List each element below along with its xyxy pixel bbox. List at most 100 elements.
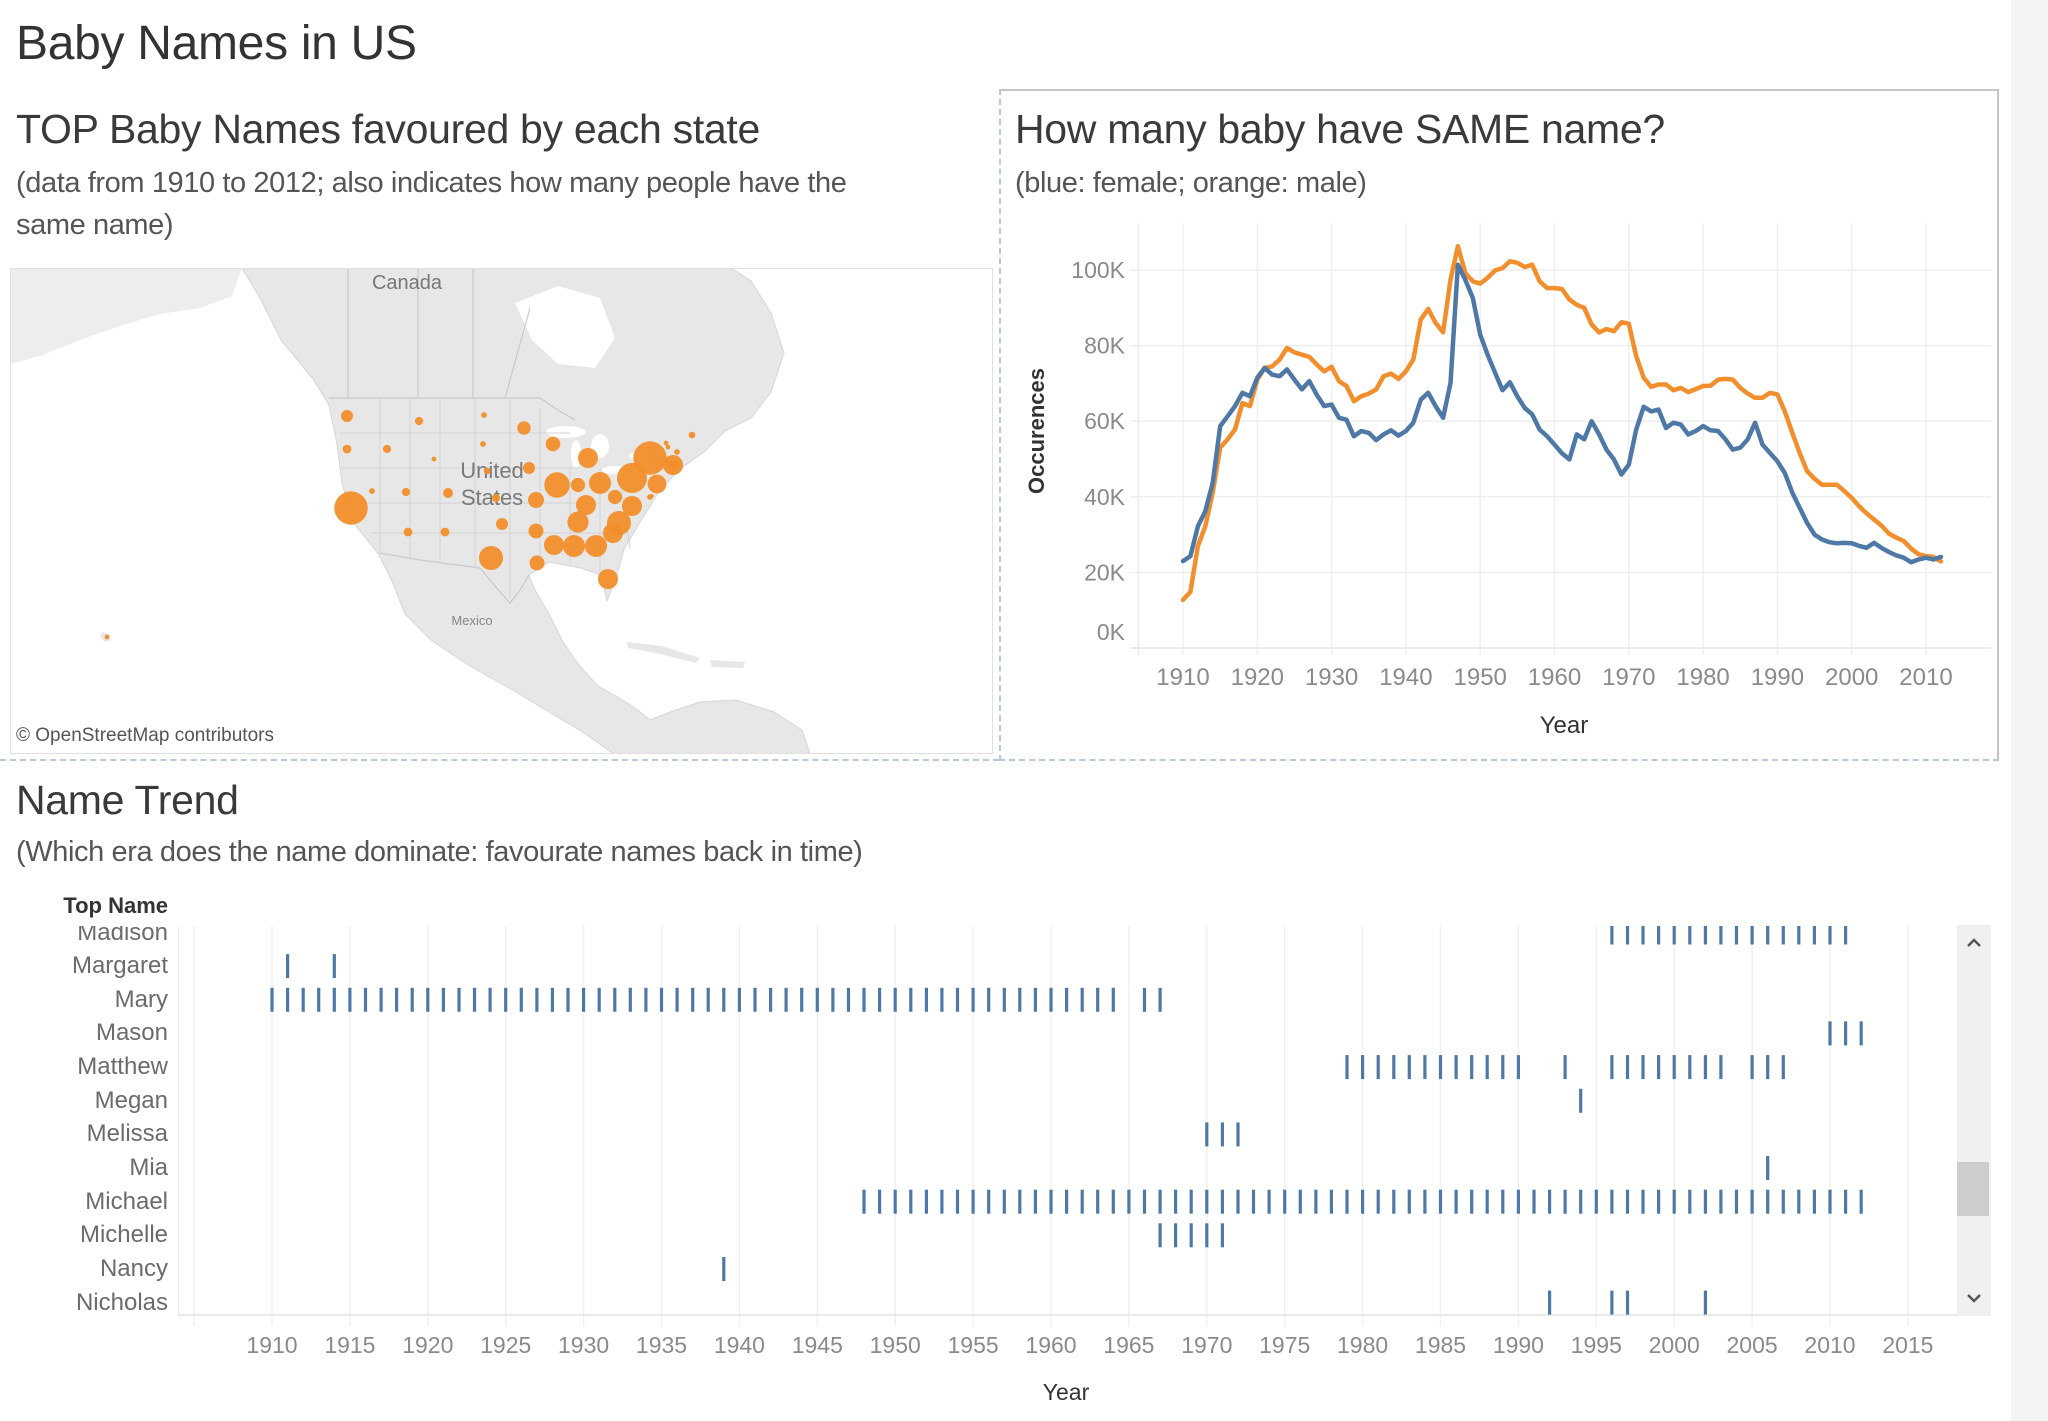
row-label[interactable]: Megan bbox=[94, 1086, 168, 1114]
year-tick-mark[interactable] bbox=[1049, 1189, 1053, 1214]
year-tick-mark[interactable] bbox=[1594, 1189, 1598, 1214]
year-tick-mark[interactable] bbox=[1781, 1055, 1785, 1080]
year-tick-mark[interactable] bbox=[1750, 1055, 1754, 1080]
year-tick-mark[interactable] bbox=[1361, 1055, 1365, 1080]
row-header-top-name[interactable]: Top Name bbox=[63, 893, 168, 918]
state-bubble[interactable] bbox=[479, 546, 503, 570]
year-tick-mark[interactable] bbox=[1423, 1189, 1427, 1214]
state-bubble[interactable] bbox=[665, 444, 671, 450]
year-tick-mark[interactable] bbox=[332, 987, 336, 1012]
year-tick-mark[interactable] bbox=[691, 987, 695, 1012]
year-tick-mark[interactable] bbox=[909, 987, 913, 1012]
year-tick-mark[interactable] bbox=[1672, 1189, 1676, 1214]
state-bubble[interactable] bbox=[589, 472, 611, 494]
state-bubble[interactable] bbox=[663, 440, 669, 446]
year-tick-mark[interactable] bbox=[644, 987, 648, 1012]
year-tick-mark[interactable] bbox=[1625, 1189, 1630, 1214]
state-bubble[interactable] bbox=[382, 444, 392, 454]
year-tick-mark[interactable] bbox=[987, 1189, 991, 1214]
state-bubble[interactable] bbox=[401, 487, 411, 497]
year-tick-mark[interactable] bbox=[1470, 1189, 1474, 1214]
year-tick-mark[interactable] bbox=[1361, 1189, 1365, 1214]
year-tick-mark[interactable] bbox=[706, 987, 710, 1012]
state-bubble[interactable] bbox=[334, 491, 368, 525]
year-tick-mark[interactable] bbox=[426, 987, 430, 1012]
year-tick-mark[interactable] bbox=[1657, 1055, 1661, 1080]
year-tick-mark[interactable] bbox=[1750, 926, 1754, 945]
state-bubble[interactable] bbox=[496, 518, 508, 530]
row-label[interactable]: Margaret bbox=[71, 952, 168, 980]
year-tick-mark[interactable] bbox=[722, 987, 726, 1012]
year-tick-mark[interactable] bbox=[613, 987, 617, 1012]
year-tick-mark[interactable] bbox=[597, 987, 601, 1012]
year-tick-mark[interactable] bbox=[1205, 1223, 1209, 1248]
state-bubble[interactable] bbox=[342, 444, 352, 454]
year-tick-mark[interactable] bbox=[1376, 1055, 1380, 1080]
row-label[interactable]: Nicholas bbox=[75, 1288, 168, 1316]
year-tick-mark[interactable] bbox=[1470, 1055, 1474, 1080]
year-tick-mark[interactable] bbox=[1454, 1055, 1458, 1080]
year-tick-mark[interactable] bbox=[753, 987, 757, 1012]
year-tick-mark[interactable] bbox=[379, 987, 383, 1012]
year-tick-mark[interactable] bbox=[769, 987, 773, 1012]
year-tick-mark[interactable] bbox=[1329, 1189, 1333, 1214]
year-tick-mark[interactable] bbox=[1766, 926, 1770, 945]
state-bubble[interactable] bbox=[688, 431, 696, 439]
state-map[interactable]: Canada United States Mexico © OpenStreet… bbox=[10, 268, 993, 754]
year-tick-mark[interactable] bbox=[1267, 1189, 1271, 1214]
year-tick-mark[interactable] bbox=[1657, 926, 1661, 945]
state-bubble[interactable] bbox=[491, 493, 501, 503]
series-line-male[interactable] bbox=[1180, 243, 1944, 603]
year-tick-mark[interactable] bbox=[1485, 1189, 1489, 1214]
year-tick-mark[interactable] bbox=[317, 987, 321, 1012]
year-tick-mark[interactable] bbox=[1096, 987, 1100, 1012]
year-tick-mark[interactable] bbox=[940, 987, 944, 1012]
year-tick-mark[interactable] bbox=[1516, 1189, 1520, 1214]
year-tick-mark[interactable] bbox=[1096, 1189, 1100, 1214]
year-tick-mark[interactable] bbox=[1703, 1290, 1707, 1315]
year-tick-mark[interactable] bbox=[270, 987, 274, 1012]
year-tick-mark[interactable] bbox=[1719, 926, 1723, 945]
year-tick-mark[interactable] bbox=[1579, 1189, 1583, 1214]
year-tick-mark[interactable] bbox=[348, 987, 352, 1012]
year-tick-mark[interactable] bbox=[1345, 1189, 1349, 1214]
year-tick-mark[interactable] bbox=[1423, 1055, 1427, 1080]
year-tick-mark[interactable] bbox=[1688, 926, 1692, 945]
state-bubble[interactable] bbox=[544, 472, 570, 498]
state-bubble[interactable] bbox=[528, 492, 544, 508]
year-tick-mark[interactable] bbox=[1625, 1055, 1630, 1080]
state-bubble[interactable] bbox=[523, 462, 535, 474]
year-tick-mark[interactable] bbox=[582, 987, 586, 1012]
year-tick-mark[interactable] bbox=[737, 987, 741, 1012]
row-label[interactable]: Melissa bbox=[86, 1120, 168, 1148]
year-tick-mark[interactable] bbox=[1018, 1189, 1022, 1214]
year-tick-mark[interactable] bbox=[1672, 1055, 1676, 1080]
year-tick-mark[interactable] bbox=[1438, 1189, 1443, 1214]
year-tick-mark[interactable] bbox=[1516, 1055, 1520, 1080]
state-bubble[interactable] bbox=[622, 496, 642, 516]
year-tick-mark[interactable] bbox=[1376, 1189, 1380, 1214]
year-tick-mark[interactable] bbox=[1080, 1189, 1084, 1214]
state-bubble[interactable] bbox=[674, 449, 680, 455]
year-tick-mark[interactable] bbox=[1859, 1189, 1863, 1214]
year-tick-mark[interactable] bbox=[1610, 1290, 1614, 1315]
state-bubble[interactable] bbox=[481, 412, 487, 418]
year-tick-mark[interactable] bbox=[628, 987, 632, 1012]
year-tick-mark[interactable] bbox=[831, 987, 835, 1012]
year-tick-mark[interactable] bbox=[862, 1189, 866, 1214]
state-bubble[interactable] bbox=[585, 535, 607, 557]
map-canvas[interactable]: Canada United States Mexico © OpenStreet… bbox=[10, 268, 993, 754]
year-tick-mark[interactable] bbox=[1548, 1290, 1552, 1315]
year-tick-mark[interactable] bbox=[1174, 1223, 1178, 1248]
year-tick-mark[interactable] bbox=[1205, 1122, 1209, 1147]
year-tick-mark[interactable] bbox=[1828, 926, 1832, 945]
year-tick-mark[interactable] bbox=[1251, 1189, 1256, 1214]
year-tick-mark[interactable] bbox=[1189, 1223, 1193, 1248]
year-tick-mark[interactable] bbox=[1080, 987, 1084, 1012]
year-tick-mark[interactable] bbox=[1734, 926, 1739, 945]
year-tick-mark[interactable] bbox=[519, 987, 523, 1012]
year-tick-mark[interactable] bbox=[987, 987, 991, 1012]
year-tick-mark[interactable] bbox=[1734, 1189, 1739, 1214]
state-bubble[interactable] bbox=[528, 523, 544, 539]
year-tick-mark[interactable] bbox=[1750, 1189, 1754, 1214]
